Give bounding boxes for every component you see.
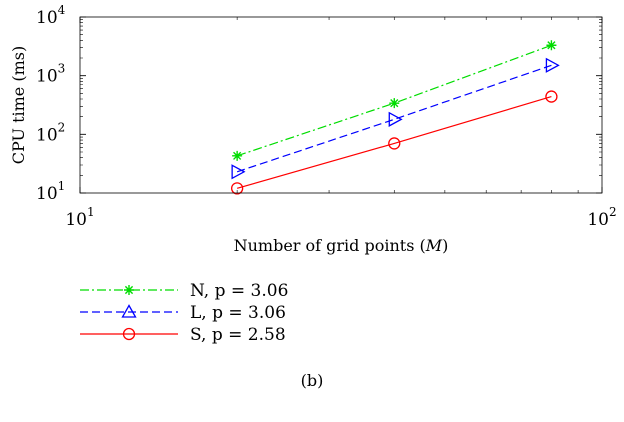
data-point xyxy=(545,90,558,103)
x-axis-label-variable: M xyxy=(425,236,443,255)
data-point xyxy=(389,98,400,109)
legend-label: L, p = 3.06 xyxy=(190,303,286,323)
legend-marker xyxy=(122,327,136,341)
minor-ticks xyxy=(80,17,602,193)
y-tick-label: 104 xyxy=(36,3,66,28)
series-line xyxy=(236,64,552,173)
legend-marker xyxy=(124,285,134,295)
x-axis-label-close: ) xyxy=(442,236,448,255)
legend-marker xyxy=(121,304,137,318)
y-tick-label: 103 xyxy=(36,62,65,87)
series-1 xyxy=(232,40,557,161)
y-tick-label: 101 xyxy=(36,179,65,204)
data-point xyxy=(231,164,246,180)
x-axis-label: Number of grid points (M) xyxy=(234,236,449,255)
legend-label: S, p = 2.58 xyxy=(190,325,286,345)
major-ticks xyxy=(79,16,603,194)
legend-label: N, p = 3.06 xyxy=(190,281,288,301)
data-point xyxy=(232,150,243,161)
data-point xyxy=(546,40,557,51)
data-point xyxy=(230,182,244,195)
legend: N, p = 3.06L, p = 3.06S, p = 2.58 xyxy=(80,281,288,345)
x-tick-label: 102 xyxy=(587,205,616,230)
legend-entry: S, p = 2.58 xyxy=(80,325,286,345)
y-axis-label: CPU time (ms) xyxy=(9,46,28,164)
series-line xyxy=(236,96,552,189)
legend-entry: L, p = 3.06 xyxy=(80,303,286,323)
axes: 101 102 101 102 103 104 xyxy=(36,3,617,230)
plot-area xyxy=(230,40,560,195)
x-tick-label: 101 xyxy=(65,205,94,230)
series-3 xyxy=(230,90,558,195)
legend-entry: N, p = 3.06 xyxy=(80,281,288,301)
y-tick-label: 102 xyxy=(36,120,65,145)
data-point xyxy=(545,57,560,73)
data-point xyxy=(388,137,401,150)
plot-frame xyxy=(79,16,603,194)
figure-caption: (b) xyxy=(301,371,324,390)
series-2 xyxy=(231,57,560,180)
data-point xyxy=(388,111,403,127)
x-axis-label-main: Number of grid points ( xyxy=(234,236,426,255)
